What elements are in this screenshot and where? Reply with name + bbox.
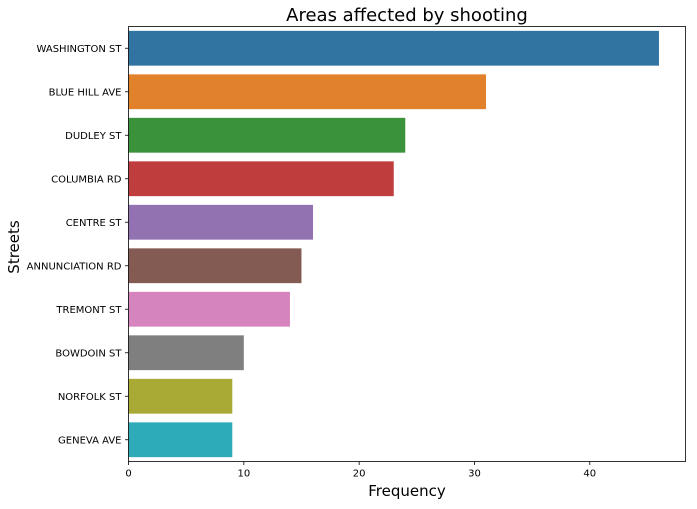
x-tick-labels: 0 10 20 30 40 — [125, 461, 596, 480]
y-tick-label: NORFOLK ST — [58, 392, 123, 403]
bar-centre-st — [128, 204, 314, 240]
bar-dudley-st — [128, 117, 406, 153]
x-tick-label: 30 — [468, 469, 481, 480]
bar-geneva-ave — [128, 422, 233, 458]
x-tick-label: 0 — [125, 469, 131, 480]
bar-norfolk-st — [128, 378, 233, 414]
y-tick-labels: WASHINGTON ST BLUE HILL AVE DUDLEY ST COLUM… — [27, 44, 129, 446]
chart-title: Areas affected by shooting — [286, 5, 528, 26]
bar-columbia-rd — [128, 161, 394, 197]
bars-layer — [128, 30, 659, 458]
y-tick-label: GENEVA AVE — [58, 435, 121, 446]
bar-washington-st — [128, 30, 659, 66]
y-tick-label: COLUMBIA RD — [51, 174, 122, 185]
x-tick-label: 20 — [353, 469, 366, 480]
y-tick-label: TREMONT ST — [55, 305, 122, 316]
y-tick-label: CENTRE ST — [66, 218, 123, 229]
y-tick-label: WASHINGTON ST — [37, 44, 123, 55]
y-axis-label: Streets — [5, 220, 23, 274]
y-tick-label: BLUE HILL AVE — [49, 87, 122, 98]
y-tick-label: ANNUNCIATION RD — [27, 261, 122, 272]
plot-frame — [128, 26, 686, 462]
x-tick-label: 40 — [583, 469, 596, 480]
bar-bowdoin-st — [128, 335, 244, 371]
x-tick-label: 10 — [237, 469, 250, 480]
bar-tremont-st — [128, 291, 290, 327]
y-tick-label: DUDLEY ST — [65, 131, 122, 142]
y-tick-label: BOWDOIN ST — [55, 348, 122, 359]
bar-blue-hill-ave — [128, 74, 486, 110]
x-axis-label: Frequency — [368, 482, 446, 500]
bar-annunciation-rd — [128, 248, 302, 284]
